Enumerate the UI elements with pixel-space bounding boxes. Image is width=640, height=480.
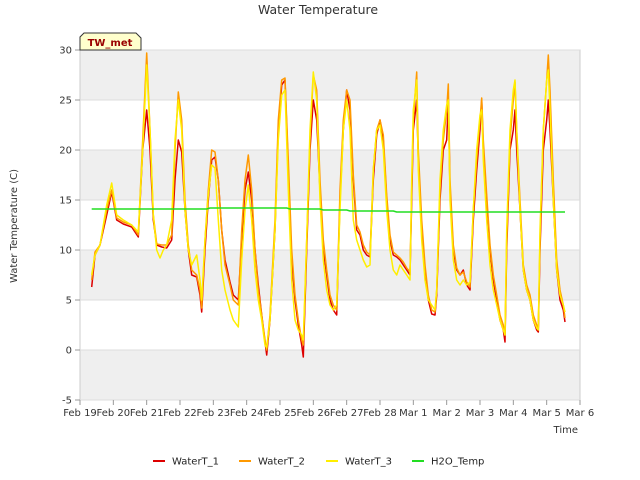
y-tick-label: 30 bbox=[59, 46, 72, 57]
y-axis-title: Water Temperature (C) bbox=[9, 169, 20, 283]
x-tick-label: Feb 22 bbox=[163, 408, 197, 419]
legend-label: WaterT_1 bbox=[172, 457, 219, 468]
plot-band bbox=[80, 50, 580, 100]
plot-background-bands bbox=[80, 50, 580, 400]
y-tick-label: 0 bbox=[66, 346, 72, 357]
x-tick-label: Feb 25 bbox=[263, 408, 297, 419]
x-tick-label: Mar 4 bbox=[499, 408, 527, 419]
series-lines bbox=[90, 52, 566, 358]
chart-title: Water Temperature bbox=[258, 2, 378, 17]
x-tick-label: Mar 2 bbox=[432, 408, 460, 419]
x-tick-label: Feb 21 bbox=[130, 408, 164, 419]
x-axis-ticks: Feb 19 Feb 20 Feb 21 Feb 22 Feb 23 Feb 24 Feb … bbox=[63, 400, 594, 419]
x-tick-label: Mar 5 bbox=[532, 408, 560, 419]
y-tick-label: 10 bbox=[59, 246, 72, 257]
legend-label: WaterT_2 bbox=[258, 457, 305, 468]
x-axis-title: Time bbox=[553, 425, 578, 436]
x-tick-label: Feb 23 bbox=[197, 408, 231, 419]
legend-label: WaterT_3 bbox=[345, 457, 392, 468]
y-tick-label: 25 bbox=[59, 96, 72, 107]
series-line-watert-1 bbox=[90, 79, 566, 358]
y-tick-label: 15 bbox=[59, 196, 72, 207]
plot-band bbox=[80, 350, 580, 400]
site-annotation-box bbox=[79, 32, 142, 51]
series-line-watert-3 bbox=[90, 64, 566, 349]
series-line-watert-2 bbox=[90, 52, 566, 351]
x-tick-label: Feb 20 bbox=[97, 408, 131, 419]
y-axis-ticks: -5 0 5 10 15 20 25 30 bbox=[59, 46, 580, 407]
x-tick-label: Feb 24 bbox=[230, 408, 264, 419]
y-tick-label: 5 bbox=[66, 296, 72, 307]
y-tick-label: -5 bbox=[62, 396, 72, 407]
plot-band bbox=[80, 150, 580, 200]
chart-legend: WaterT_1 WaterT_2 WaterT_3 H2O_Temp bbox=[153, 457, 484, 468]
site-annotation-label: TW_met bbox=[88, 38, 133, 49]
legend-label: H2O_Temp bbox=[431, 457, 484, 468]
x-tick-label: Feb 27 bbox=[330, 408, 364, 419]
x-tick-label: Feb 28 bbox=[363, 408, 397, 419]
series-line-h2o-temp bbox=[91, 207, 565, 213]
x-tick-label: Feb 26 bbox=[297, 408, 331, 419]
x-tick-label: Mar 1 bbox=[399, 408, 427, 419]
x-tick-label: Mar 3 bbox=[466, 408, 494, 419]
site-annotation: TW_met bbox=[79, 32, 142, 51]
y-tick-label: 20 bbox=[59, 146, 72, 157]
x-tick-label: Feb 19 bbox=[63, 408, 97, 419]
x-tick-label: Mar 6 bbox=[566, 408, 594, 419]
